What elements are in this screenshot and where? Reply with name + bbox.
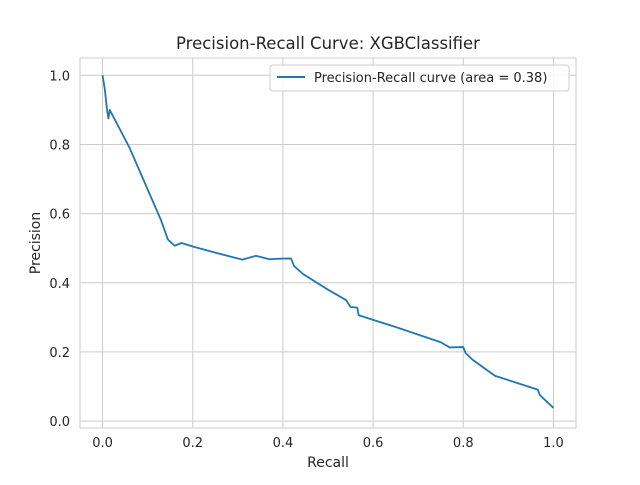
series-layer (101, 75, 555, 409)
x-tick-label: 0.0 (92, 436, 113, 451)
y-tick-label: 0.6 (49, 208, 70, 223)
y-tick-label: 1.0 (49, 69, 70, 84)
plot-frame (79, 57, 577, 429)
x-tick-label: 0.4 (273, 436, 294, 451)
y-axis-label: Precision (28, 212, 44, 274)
tick-labels: 0.0 0.2 0.4 0.6 0.8 1.0 0.0 0.2 0.4 0.6 0.8 1.0 (49, 69, 563, 451)
x-tick-label: 0.8 (453, 436, 474, 451)
chart-title: Precision-Recall Curve: XGBClassifier (176, 34, 480, 53)
legend: Precision-Recall curve (area = 0.38) (269, 64, 570, 92)
x-tick-label: 0.2 (182, 436, 203, 451)
y-tick-label: 0.8 (49, 138, 70, 153)
grid (80, 58, 576, 428)
y-tick-label: 0.4 (49, 277, 70, 292)
y-tick-label: 0.2 (49, 346, 70, 361)
x-tick-label: 0.6 (363, 436, 384, 451)
x-tick-label: 1.0 (543, 436, 564, 451)
legend-entry-label: Precision-Recall curve (area = 0.38) (314, 71, 547, 86)
x-axis-label: Recall (307, 455, 349, 471)
legend-box (269, 64, 570, 92)
plot-area (80, 58, 576, 428)
precision-recall-curve-line (101, 75, 555, 409)
y-tick-label: 0.0 (49, 415, 70, 430)
